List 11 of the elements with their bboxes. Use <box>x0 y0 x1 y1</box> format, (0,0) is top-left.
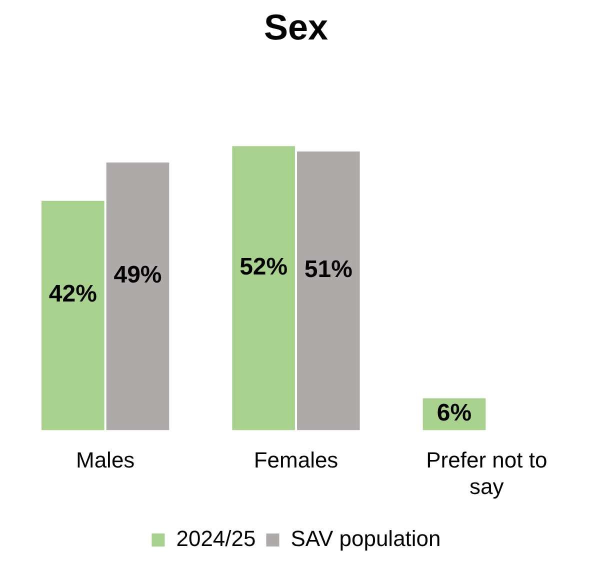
data-label: 51% <box>304 256 352 283</box>
x-tick-label: Males <box>76 447 135 472</box>
data-label: 49% <box>114 261 162 288</box>
data-label: 42% <box>48 280 97 308</box>
data-label: 6% <box>436 399 472 426</box>
x-tick-label: Females <box>254 447 338 472</box>
legend-label: 2024/25 <box>176 526 256 552</box>
data-label: 52% <box>240 253 288 280</box>
x-tick-label: Prefer not to say <box>426 447 548 499</box>
legend-label: SAV population <box>290 526 441 552</box>
chart-title: Sex <box>264 6 328 48</box>
